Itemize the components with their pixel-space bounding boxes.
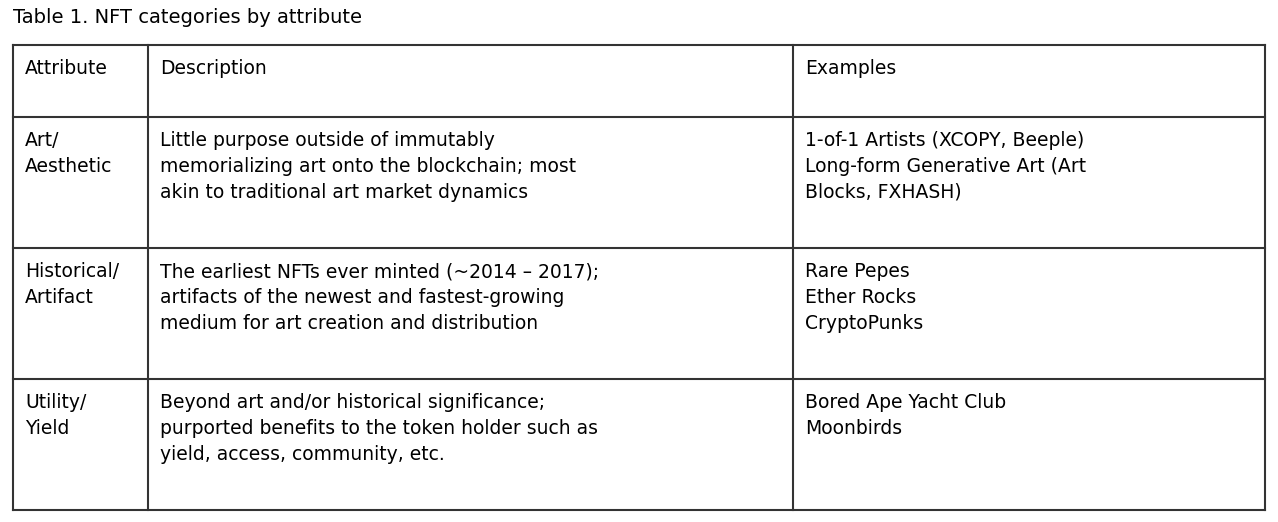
Text: Bored Ape Yacht Club
Moonbirds: Bored Ape Yacht Club Moonbirds bbox=[805, 393, 1006, 438]
Text: Art/
Aesthetic: Art/ Aesthetic bbox=[26, 131, 112, 176]
Text: The earliest NFTs ever minted (~2014 – 2017);
artifacts of the newest and fastes: The earliest NFTs ever minted (~2014 – 2… bbox=[160, 262, 599, 333]
Text: Rare Pepes
Ether Rocks
CryptoPunks: Rare Pepes Ether Rocks CryptoPunks bbox=[805, 262, 923, 333]
Text: Description: Description bbox=[160, 59, 267, 78]
Text: Utility/
Yield: Utility/ Yield bbox=[26, 393, 87, 438]
Text: 1-of-1 Artists (XCOPY, Beeple)
Long-form Generative Art (Art
Blocks, FXHASH): 1-of-1 Artists (XCOPY, Beeple) Long-form… bbox=[805, 131, 1086, 201]
Text: Little purpose outside of immutably
memorializing art onto the blockchain; most
: Little purpose outside of immutably memo… bbox=[160, 131, 576, 201]
Text: Historical/
Artifact: Historical/ Artifact bbox=[26, 262, 119, 307]
Text: Examples: Examples bbox=[805, 59, 896, 78]
Text: Beyond art and/or historical significance;
purported benefits to the token holde: Beyond art and/or historical significanc… bbox=[160, 393, 598, 464]
Text: Table 1. NFT categories by attribute: Table 1. NFT categories by attribute bbox=[13, 8, 362, 27]
Text: Attribute: Attribute bbox=[26, 59, 107, 78]
